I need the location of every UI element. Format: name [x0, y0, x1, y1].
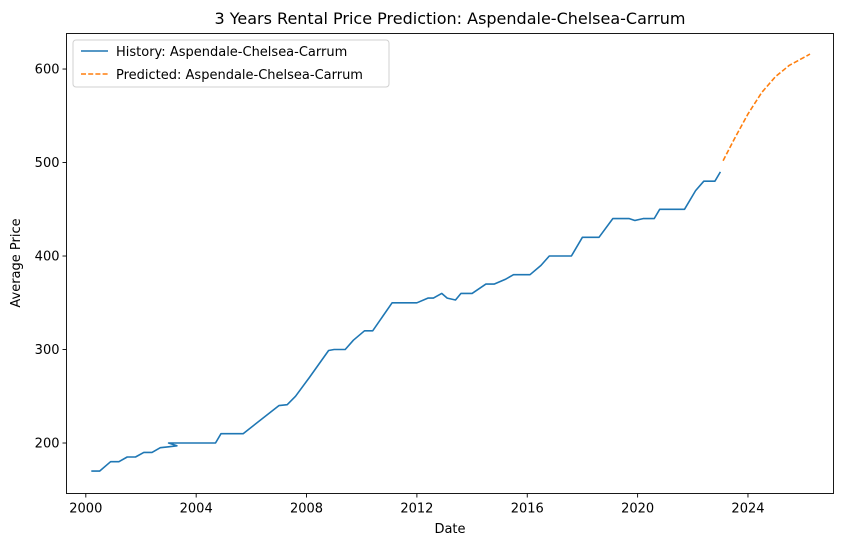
legend-box	[72, 39, 390, 88]
predicted-series-line	[722, 53, 811, 162]
y-tick-label: 500	[35, 156, 60, 171]
x-tick-label: 2020	[621, 502, 654, 517]
x-tick-label: 2000	[69, 502, 102, 517]
legend-predicted-label: Predicted: Aspendale-Chelsea-Carrum	[116, 68, 363, 83]
y-tick-label: 300	[35, 343, 60, 358]
tick-group: 2000 2004 2008 2012 2016 2020 2024 200 300 400 500…	[35, 63, 765, 517]
chart-title: 3 Years Rental Price Prediction: Aspenda…	[214, 9, 685, 28]
y-tick-label: 600	[35, 63, 60, 78]
y-tick-label: 400	[35, 250, 60, 265]
x-tick-label: 2024	[731, 502, 764, 517]
y-axis-label: Average Price	[9, 218, 24, 307]
legend: History: Aspendale-Chelsea-Carrum Predic…	[72, 39, 390, 88]
history-series-line	[91, 171, 722, 472]
x-axis-label: Date	[434, 522, 465, 537]
x-tick-label: 2016	[511, 502, 544, 517]
x-tick-label: 2004	[180, 502, 213, 517]
x-tick-label: 2012	[400, 502, 433, 517]
y-tick-label: 200	[35, 437, 60, 452]
x-tick-label: 2008	[290, 502, 323, 517]
plot-frame	[66, 33, 834, 494]
legend-history-label: History: Aspendale-Chelsea-Carrum	[116, 45, 347, 60]
series-lines	[91, 53, 811, 472]
